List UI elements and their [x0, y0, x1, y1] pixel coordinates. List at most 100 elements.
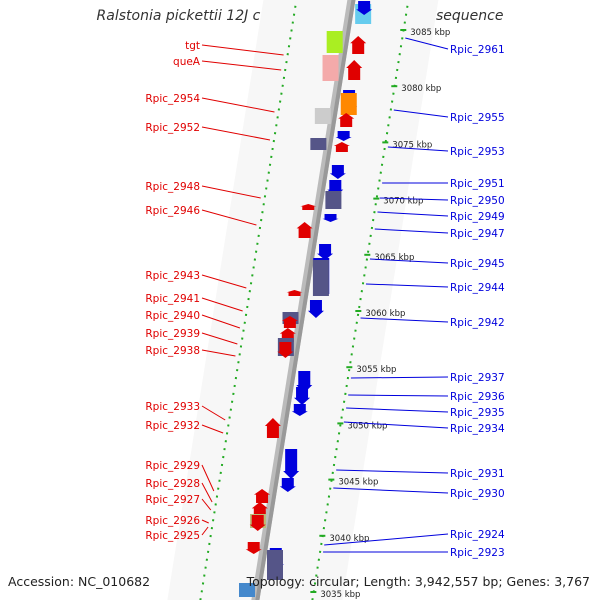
- gene-glyph: [291, 404, 308, 416]
- right-gene-label: Rpic_2953: [450, 146, 505, 158]
- gene-glyph: [350, 36, 367, 54]
- gene-glyph: [283, 449, 300, 479]
- kbp-scale-label: 3040 kbp: [329, 534, 369, 544]
- gene-glyph: [286, 290, 303, 296]
- gene-glyph: [279, 478, 296, 492]
- left-gene-label: Rpic_2939: [145, 328, 200, 340]
- left-leader-line: [201, 519, 209, 524]
- left-gene-label: tgt: [185, 40, 200, 52]
- right-leader-line: [377, 211, 449, 217]
- gene-glyph: [281, 316, 298, 328]
- left-gene-label: Rpic_2954: [145, 93, 200, 105]
- left-gene-label: Rpic_2943: [145, 270, 200, 282]
- gene-glyph: [335, 131, 352, 141]
- left-gene-label: Rpic_2929: [145, 460, 200, 472]
- gene-glyph: [239, 583, 255, 597]
- right-gene-label: Rpic_2935: [450, 407, 505, 419]
- right-leader-line: [369, 258, 449, 264]
- right-leader-line: [374, 228, 449, 234]
- gene-glyph: [317, 244, 334, 260]
- left-leader-line: [201, 526, 209, 536]
- kbp-scale-label: 3065 kbp: [374, 253, 414, 263]
- left-leader-line: [201, 332, 238, 345]
- right-gene-label: Rpic_2944: [450, 282, 505, 294]
- right-gene-label: Rpic_2934: [450, 423, 505, 435]
- gene-glyph: [338, 113, 355, 127]
- right-gene-label: Rpic_2937: [450, 372, 505, 384]
- gene-glyph: [322, 214, 339, 222]
- kbp-scale-label: 3080 kbp: [401, 84, 441, 94]
- right-gene-label: Rpic_2955: [450, 112, 505, 124]
- backbone-line: [255, 0, 356, 600]
- kbp-scale-label: 3075 kbp: [392, 140, 432, 150]
- left-leader-line: [201, 185, 261, 199]
- right-leader-line: [333, 487, 449, 494]
- left-leader-line: [201, 405, 226, 421]
- kbp-scale-label: 3085 kbp: [410, 28, 450, 38]
- gene-glyph: [326, 31, 343, 53]
- left-gene-label: Rpic_2948: [145, 181, 200, 193]
- gene-glyph: [307, 300, 324, 318]
- inner-track-dots: [199, 0, 298, 600]
- right-leader-line: [405, 37, 449, 50]
- left-gene-label: Rpic_2926: [145, 515, 200, 527]
- gene-glyph: [300, 204, 317, 210]
- right-gene-label: Rpic_2961: [450, 44, 505, 56]
- right-leader-line: [365, 283, 449, 288]
- gene-glyph: [264, 418, 281, 438]
- left-leader-line: [201, 349, 236, 357]
- gene-glyph: [310, 138, 327, 150]
- kbp-scale-label: 3055 kbp: [356, 365, 396, 375]
- right-leader-line: [360, 317, 449, 323]
- gene-glyph: [314, 108, 331, 124]
- left-gene-label: Rpic_2940: [145, 310, 200, 322]
- left-leader-line: [201, 209, 257, 226]
- right-leader-line: [324, 533, 449, 546]
- right-leader-line: [346, 407, 449, 413]
- left-gene-label: Rpic_2938: [145, 345, 200, 357]
- gene-glyph: [312, 260, 329, 296]
- left-gene-label: Rpic_2927: [145, 494, 200, 506]
- right-gene-label: Rpic_2923: [450, 547, 505, 559]
- gene-glyph: [267, 550, 283, 580]
- left-leader-line: [201, 464, 215, 492]
- left-leader-line: [201, 314, 241, 329]
- left-leader-line: [201, 297, 243, 312]
- left-gene-label: Rpic_2946: [145, 205, 200, 217]
- left-gene-label: Rpic_2932: [145, 420, 200, 432]
- left-gene-label: Rpic_2941: [145, 293, 200, 305]
- kbp-scale-label: 3050 kbp: [347, 421, 387, 431]
- topology-label: Topology: circular; Length: 3,942,557 bp…: [246, 574, 590, 589]
- outer-track-dots: [311, 0, 410, 600]
- left-leader-line: [201, 424, 224, 434]
- left-gene-label: Rpic_2925: [145, 530, 200, 542]
- kbp-scale-label: 3060 kbp: [365, 309, 405, 319]
- left-gene-label: Rpic_2933: [145, 401, 200, 413]
- right-leader-line: [393, 109, 449, 118]
- kbp-scale-label: 3045 kbp: [338, 478, 378, 488]
- right-gene-label: Rpic_2930: [450, 488, 505, 500]
- gene-glyph: [249, 515, 266, 531]
- gene-glyph: [277, 342, 294, 358]
- gene-glyph: [346, 60, 363, 80]
- right-leader-line: [379, 197, 449, 201]
- right-gene-label: Rpic_2949: [450, 211, 505, 223]
- left-leader-line: [201, 482, 213, 503]
- right-gene-label: Rpic_2951: [450, 178, 505, 190]
- right-gene-label: Rpic_2945: [450, 258, 505, 270]
- left-leader-line: [201, 60, 282, 71]
- right-gene-label: Rpic_2942: [450, 317, 505, 329]
- left-leader-line: [201, 274, 247, 289]
- left-leader-line: [201, 498, 212, 511]
- gene-glyph: [294, 387, 311, 405]
- left-leader-line: [201, 97, 275, 113]
- gene-glyph: [296, 222, 313, 238]
- right-gene-label: Rpic_2950: [450, 195, 505, 207]
- left-leader-line: [201, 44, 284, 56]
- gene-glyph: [254, 489, 271, 503]
- right-leader-line: [348, 394, 449, 397]
- left-gene-label: queA: [173, 56, 201, 68]
- gene-glyph: [325, 191, 342, 209]
- gene-glyph: [329, 165, 346, 179]
